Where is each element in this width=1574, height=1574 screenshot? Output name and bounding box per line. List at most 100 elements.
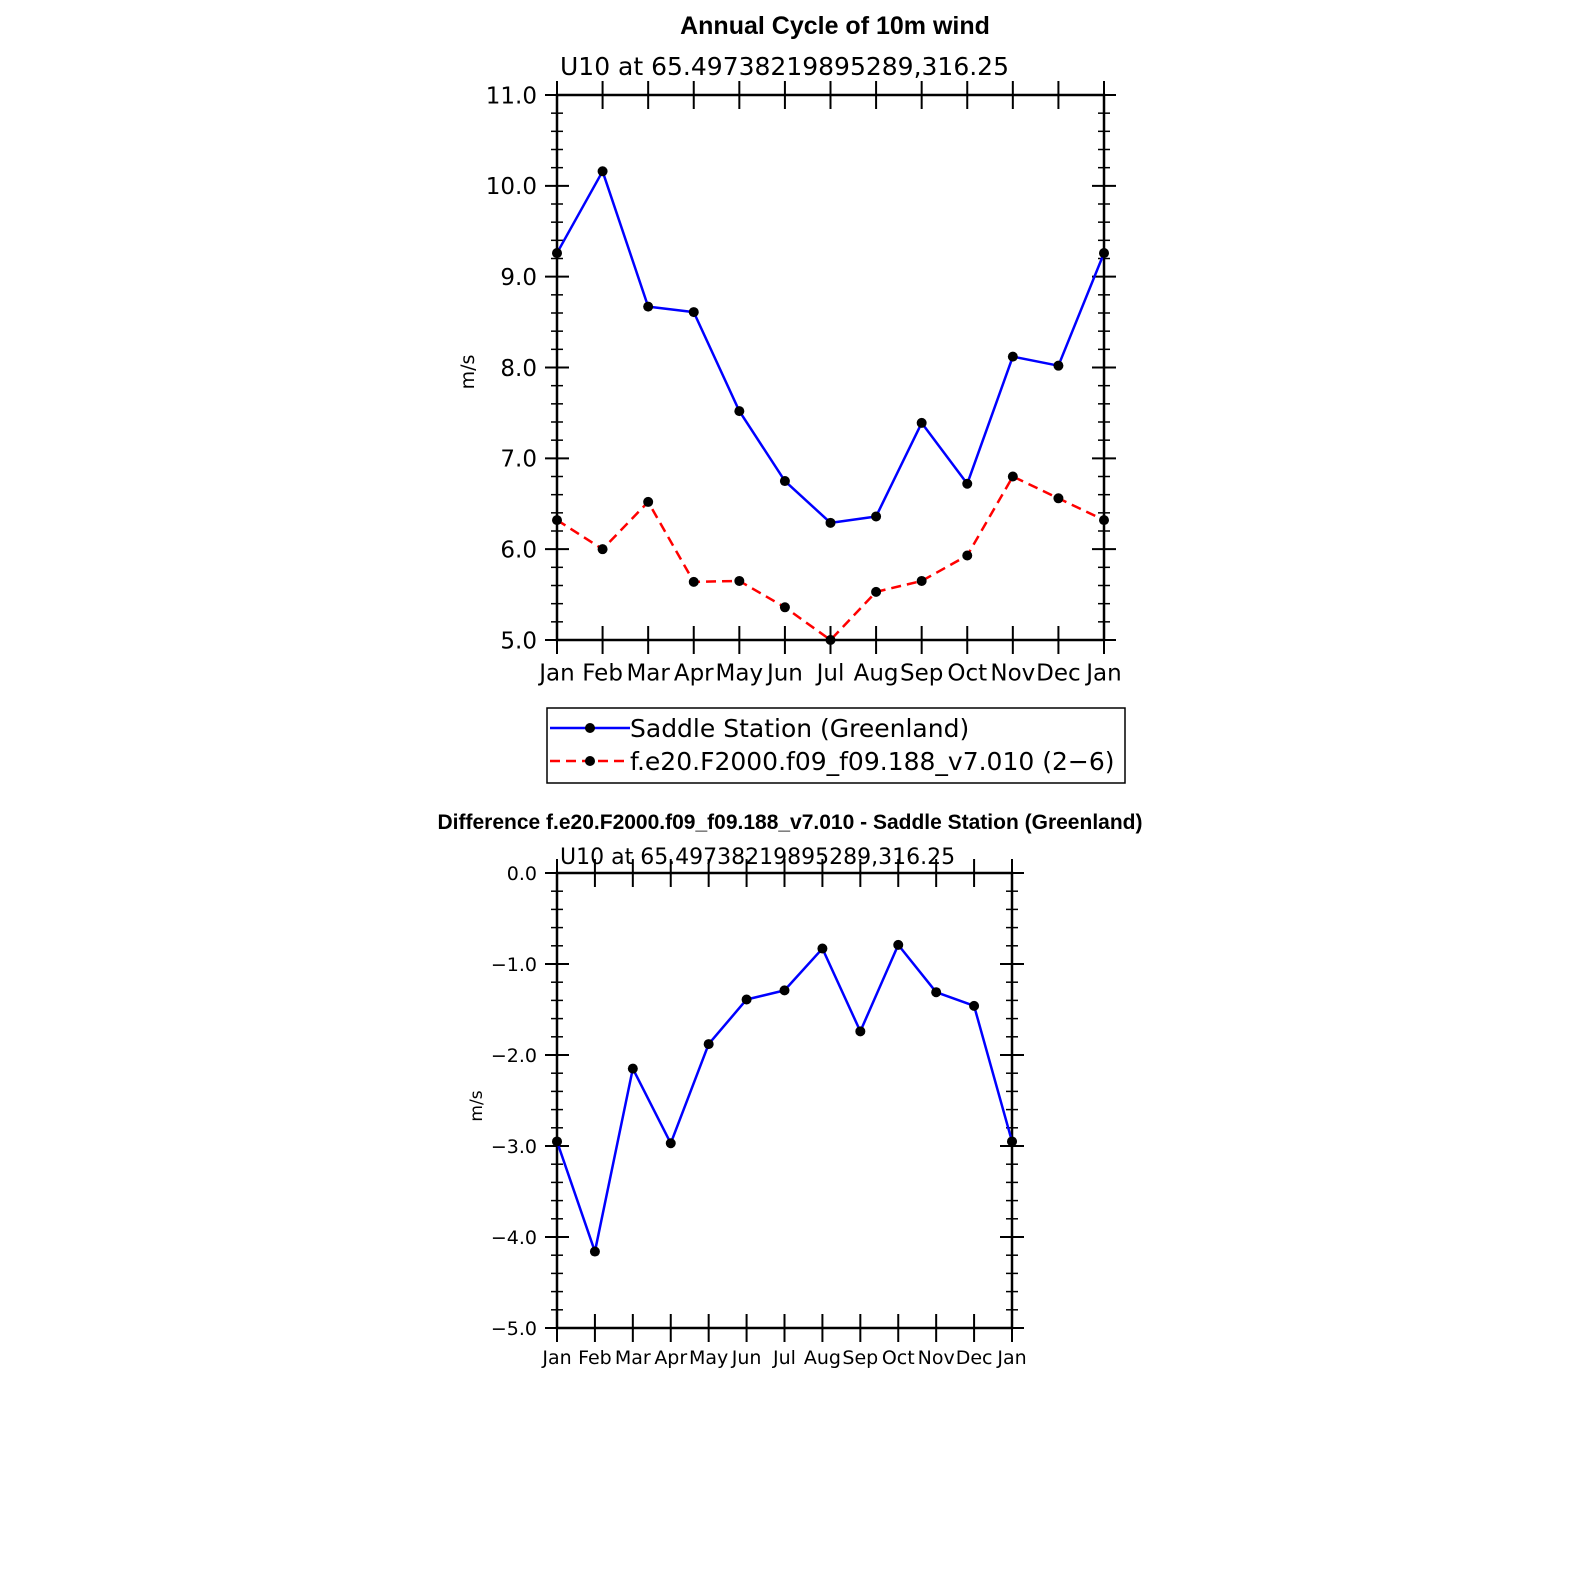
top-y-tick-label: 8.0: [500, 356, 537, 382]
bottom-x-tick-label-feb: Feb: [578, 1347, 612, 1369]
top-legend: Saddle Station (Greenland) f.e20.F2000.f…: [546, 707, 1126, 784]
top-x-tick-label-jan: Jan: [1084, 660, 1121, 686]
bottom-x-tick-label-dec: Dec: [956, 1347, 993, 1369]
top-data-point-f-e20-f2000-f09-f09-188--4: [734, 575, 745, 586]
bottom-data-point-series-0-7: [817, 943, 828, 954]
top-data-point-saddle-station-greenland-4: [734, 406, 745, 417]
bottom-x-tick-label-aug: Aug: [804, 1347, 841, 1369]
bottom-data-marks: [552, 939, 1017, 1257]
top-x-tick-label-jul: Jul: [815, 660, 845, 686]
bottom-panel: Difference f.e20.F2000.f09_f09.188_v7.01…: [438, 811, 1143, 1369]
top-data-marks: [552, 166, 1109, 645]
legend-label-model: f.e20.F2000.f09_f09.188_v7.010 (2−6): [630, 747, 1115, 776]
bottom-chart-subtitle: U10 at 65.49738219895289,316.25: [560, 845, 955, 870]
top-y-tick-label: 6.0: [500, 537, 537, 563]
top-data-point-f-e20-f2000-f09-f09-188--0: [552, 515, 562, 526]
top-x-tick-label-oct: Oct: [947, 660, 987, 686]
top-data-point-saddle-station-greenland-8: [916, 417, 927, 428]
bottom-y-tick-label: −1.0: [491, 954, 537, 976]
top-x-tick-label-jan: Jan: [537, 660, 574, 686]
bottom-y-axis-label: m/s: [467, 1090, 487, 1121]
top-x-tick-label-apr: Apr: [674, 660, 714, 686]
bottom-data-point-series-0-12: [1007, 1136, 1017, 1147]
bottom-data-point-series-0-10: [931, 987, 942, 998]
top-y-tick-label: 10.0: [486, 174, 537, 200]
bottom-x-tick-label-jul: Jul: [772, 1347, 796, 1369]
top-x-tick-label-may: May: [716, 660, 764, 686]
bottom-x-tick-label-mar: Mar: [615, 1347, 651, 1369]
bottom-data-point-series-0-1: [589, 1246, 600, 1257]
top-data-point-saddle-station-greenland-5: [779, 476, 790, 487]
bottom-chart-title: Difference f.e20.F2000.f09_f09.188_v7.01…: [438, 811, 1143, 834]
top-x-tick-label-mar: Mar: [626, 660, 670, 686]
top-chart-subtitle: U10 at 65.49738219895289,316.25: [560, 52, 1009, 81]
bottom-x-tick-label-sep: Sep: [842, 1347, 878, 1369]
top-data-point-saddle-station-greenland-1: [597, 166, 608, 177]
top-data-point-saddle-station-greenland-9: [962, 478, 973, 489]
legend-label-saddle-station: Saddle Station (Greenland): [630, 714, 969, 743]
top-data-point-saddle-station-greenland-3: [688, 307, 699, 318]
top-x-tick-label-jun: Jun: [765, 660, 803, 686]
top-series-line-f-e20-f2000-f09-f09-188-: [556, 475, 1105, 642]
bottom-x-tick-label-jan: Jan: [541, 1347, 571, 1369]
top-plot-frame: [555, 93, 1106, 642]
bottom-data-point-series-0-6: [779, 985, 790, 996]
bottom-data-point-series-0-0: [552, 1136, 562, 1147]
bottom-data-point-series-0-2: [627, 1063, 638, 1074]
top-x-tick-label-sep: Sep: [900, 660, 943, 686]
bottom-data-point-series-0-9: [893, 939, 904, 950]
bottom-x-tick-label-apr: Apr: [654, 1347, 687, 1369]
bottom-y-tick-label: −4.0: [491, 1227, 537, 1249]
bottom-x-tick-label-jun: Jun: [731, 1347, 762, 1369]
top-x-tick-label-feb: Feb: [582, 660, 623, 686]
top-data-point-saddle-station-greenland-0: [552, 248, 562, 259]
top-data-point-f-e20-f2000-f09-f09-188--12: [1099, 515, 1109, 526]
bottom-y-tick-label: −5.0: [491, 1318, 537, 1340]
top-data-point-f-e20-f2000-f09-f09-188--9: [962, 550, 973, 561]
bottom-x-tick-label-nov: Nov: [918, 1347, 955, 1369]
top-data-point-f-e20-f2000-f09-f09-188--1: [597, 544, 608, 555]
legend-marker-saddle-station: [585, 723, 595, 733]
bottom-y-tick-label: −2.0: [491, 1045, 537, 1067]
bottom-data-point-series-0-11: [969, 1000, 980, 1011]
bottom-y-tick-label: −3.0: [491, 1136, 537, 1158]
top-data-point-f-e20-f2000-f09-f09-188--6: [825, 635, 836, 645]
top-panel: Annual Cycle of 10m wind U10 at 65.49738…: [457, 12, 1126, 784]
top-data-point-saddle-station-greenland-6: [825, 517, 836, 528]
bottom-data-point-series-0-5: [741, 994, 752, 1005]
top-series-line-saddle-station-greenland: [555, 170, 1106, 525]
top-data-point-f-e20-f2000-f09-f09-188--2: [643, 496, 654, 507]
top-x-tick-label-aug: Aug: [854, 660, 899, 686]
bottom-data-point-series-0-4: [703, 1039, 714, 1050]
top-chart-title: Annual Cycle of 10m wind: [680, 12, 990, 40]
bottom-y-tick-label: 0.0: [507, 863, 537, 885]
top-data-point-saddle-station-greenland-2: [643, 301, 654, 312]
top-data-point-f-e20-f2000-f09-f09-188--3: [688, 576, 699, 587]
bottom-data-point-series-0-8: [855, 1026, 866, 1037]
legend-marker-model: [585, 756, 595, 766]
bottom-data-point-series-0-3: [665, 1138, 676, 1149]
top-data-point-f-e20-f2000-f09-f09-188--5: [779, 602, 790, 613]
top-data-point-f-e20-f2000-f09-f09-188--7: [871, 586, 882, 597]
top-x-tick-label-nov: Nov: [990, 660, 1035, 686]
top-y-axis-label: m/s: [457, 355, 479, 390]
top-y-tick-label: 5.0: [500, 628, 537, 654]
top-data-point-f-e20-f2000-f09-f09-188--10: [1007, 471, 1018, 482]
top-data-point-saddle-station-greenland-10: [1007, 351, 1018, 362]
top-data-point-saddle-station-greenland-12: [1099, 248, 1109, 259]
bottom-x-tick-label-jan: Jan: [996, 1347, 1026, 1369]
top-data-point-f-e20-f2000-f09-f09-188--11: [1053, 493, 1064, 504]
top-x-tick-label-dec: Dec: [1036, 660, 1081, 686]
top-y-tick-label: 11.0: [486, 83, 537, 109]
legend-box: [546, 707, 1126, 784]
bottom-x-tick-label-may: May: [689, 1347, 728, 1369]
top-y-tick-label: 9.0: [500, 265, 537, 291]
top-data-point-saddle-station-greenland-11: [1053, 360, 1064, 371]
top-data-point-f-e20-f2000-f09-f09-188--8: [916, 575, 927, 586]
top-data-point-saddle-station-greenland-7: [871, 511, 882, 522]
top-y-tick-label: 7.0: [500, 447, 537, 473]
bottom-x-tick-label-oct: Oct: [882, 1347, 915, 1369]
